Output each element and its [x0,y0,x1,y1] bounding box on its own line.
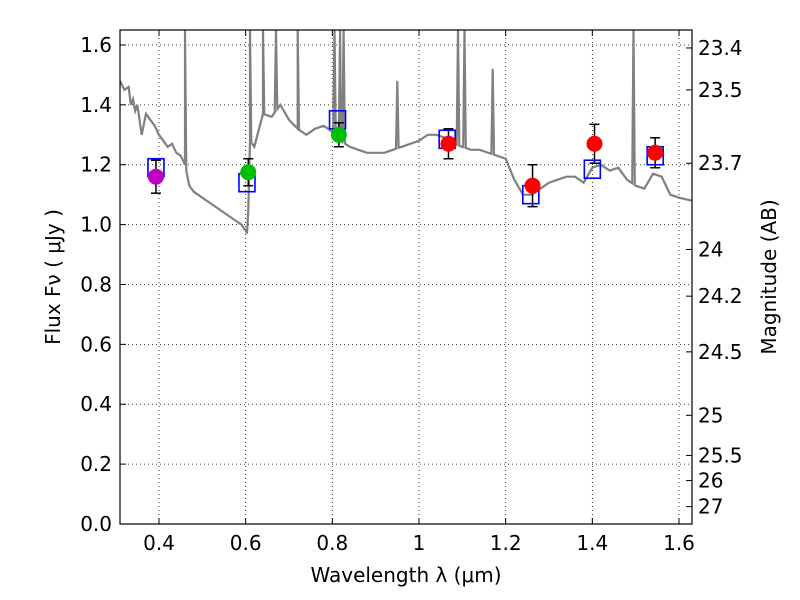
data-point [330,126,347,143]
y-tick-label: 0.8 [80,272,112,296]
x-tick-label: 1.6 [663,531,695,555]
mag-tick-label: 24.2 [698,284,743,308]
x-tick-label: 1.4 [576,531,608,555]
observed-photometry-points [147,126,664,194]
x-tick-label: 1.2 [490,531,522,555]
mag-tick-label: 23.7 [698,151,743,175]
data-point [240,164,257,181]
y-tick-label: 1.0 [80,213,112,237]
mag-tick-label: 23.4 [698,36,743,60]
data-point [647,144,664,161]
data-point [524,177,541,194]
mag-tick-label: 23.5 [698,78,743,102]
x-tick-label: 0.6 [230,531,262,555]
model-square [583,159,602,180]
mag-tick-label: 25 [698,403,723,427]
spectrum-line [120,30,692,235]
x-tick-label: 0.8 [316,531,348,555]
mag-tick-label: 24.5 [698,340,743,364]
y-axis-label: Flux Fν ( μJy ) [41,209,65,345]
mag-tick-label: 27 [698,495,723,519]
plot-frame [119,29,693,525]
mag-tick-label: 24 [698,237,723,261]
data-point [440,135,457,152]
y2-axis-label: Magnitude (AB) [757,199,781,354]
y-tick-label: 0.4 [80,392,112,416]
data-point [147,168,164,185]
y-tick-label: 1.2 [80,153,112,177]
x-tick-label: 0.4 [143,531,175,555]
y-tick-label: 0.0 [80,512,112,536]
y-tick-label: 1.4 [80,93,112,117]
x-axis-label: Wavelength λ (μm) [310,563,501,587]
mag-tick-label: 26 [698,469,723,493]
axis-ticks: 0.4 0.6 0.8 1 1.2 1.4 1.6 0.0 0.2 0.4 0.6 0.8 1.0 1.2… [80,30,743,555]
model-spectrum [120,30,692,235]
y-tick-label: 0.6 [80,332,112,356]
x-tick-label: 1 [413,531,426,555]
y-tick-label: 1.6 [80,33,112,57]
mag-tick-label: 25.5 [698,443,743,467]
y-tick-label: 0.2 [80,452,112,476]
data-point [586,135,603,152]
